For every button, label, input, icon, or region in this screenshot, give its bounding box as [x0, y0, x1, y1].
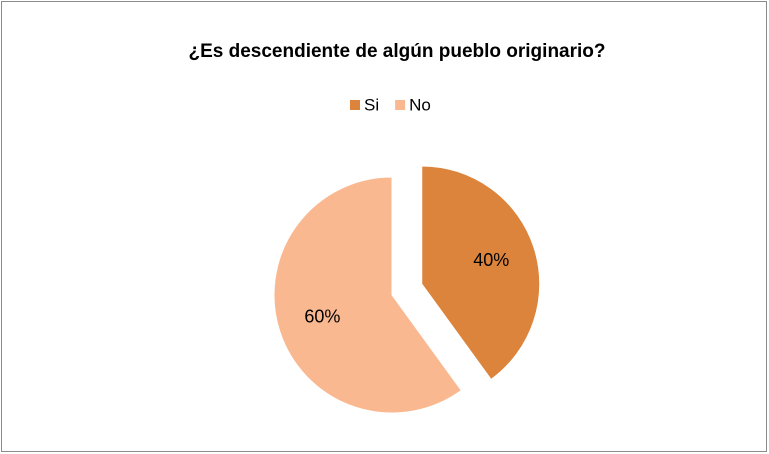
legend-swatch	[350, 100, 360, 110]
legend-label: No	[409, 95, 431, 114]
data-label: 60%	[304, 306, 340, 326]
chart-title: ¿Es descendiente de algún pueblo origina…	[189, 41, 606, 62]
data-label: 40%	[473, 250, 509, 270]
pie-slice	[273, 176, 463, 414]
pie-slice	[421, 165, 541, 381]
legend-label: Si	[364, 95, 379, 114]
legend-swatch	[395, 100, 406, 110]
